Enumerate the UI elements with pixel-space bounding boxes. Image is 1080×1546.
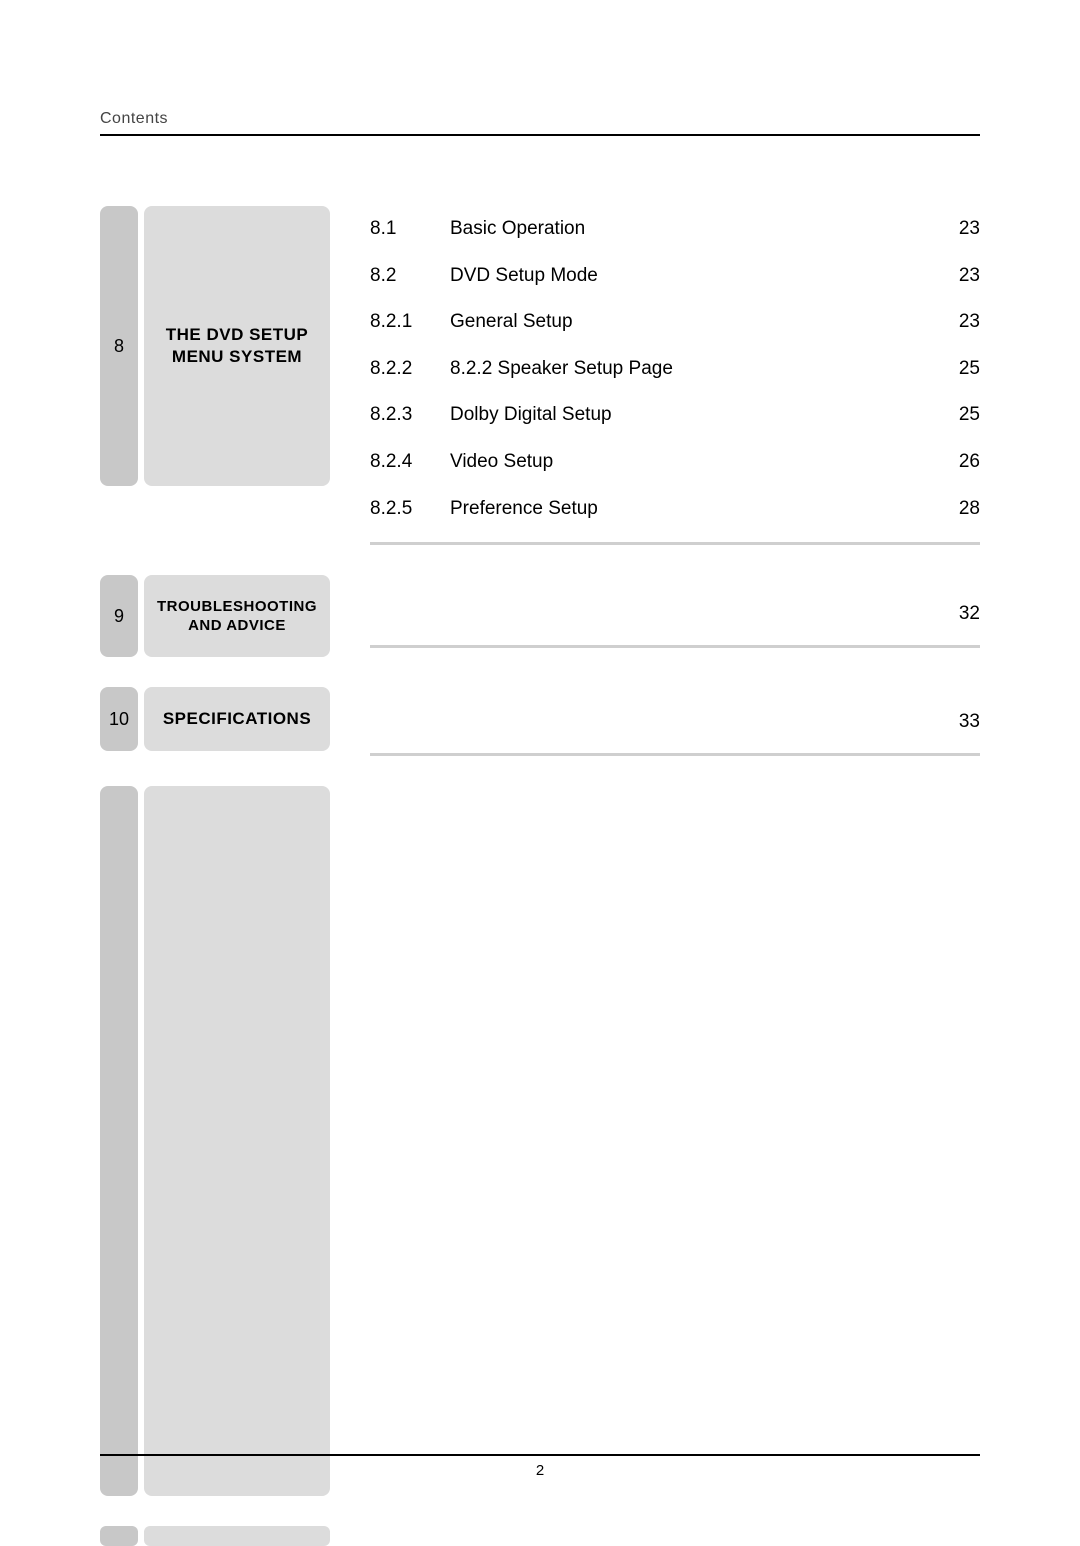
toc-entry: 32: [370, 593, 980, 635]
toc-entry-title: DVD Setup Mode: [450, 263, 930, 290]
section-8-badge: 8 THE DVD SETUP MENU SYSTEM: [100, 206, 330, 486]
toc-entry-title: Dolby Digital Setup: [450, 402, 930, 429]
footer-badge-title: [144, 1526, 330, 1546]
section-9-title: TROUBLESHOOTING AND ADVICE: [144, 575, 330, 657]
toc-entry-num: 8.2.1: [370, 309, 450, 336]
toc-entry-page: 23: [930, 263, 980, 290]
empty-section-title: [144, 786, 330, 1496]
toc-entry-page: 26: [930, 449, 980, 476]
page-footer: 2: [100, 1454, 980, 1479]
section-9-row: 9 TROUBLESHOOTING AND ADVICE 32: [100, 575, 980, 687]
toc-entry: 8.2 DVD Setup Mode 23: [370, 253, 980, 300]
section-10-entries: 33: [370, 687, 980, 756]
section-separator: [370, 645, 980, 648]
toc-entry-page: 28: [930, 496, 980, 523]
page-number: 2: [536, 1462, 544, 1479]
section-9-number: 9: [100, 575, 138, 657]
footer-badge-number: [100, 1526, 138, 1546]
section-8-row: 8 THE DVD SETUP MENU SYSTEM 8.1 Basic Op…: [100, 206, 980, 575]
toc-entry-page: 25: [930, 402, 980, 429]
section-9-badge: 9 TROUBLESHOOTING AND ADVICE: [100, 575, 330, 657]
toc-entry-num: 8.2.4: [370, 449, 450, 476]
empty-section-row: [100, 786, 980, 1546]
toc-entry-num: 8.1: [370, 216, 450, 243]
toc-entry: 8.2.4 Video Setup 26: [370, 439, 980, 486]
section-8-entries: 8.1 Basic Operation 23 8.2 DVD Setup Mod…: [370, 206, 980, 545]
footer-badge: [100, 1526, 330, 1546]
section-10-title: SPECIFICATIONS: [144, 687, 330, 751]
toc-entry-num: 8.2: [370, 263, 450, 290]
empty-section-badge: [100, 786, 330, 1496]
toc-entry: 8.2.1 General Setup 23: [370, 299, 980, 346]
section-separator: [370, 753, 980, 756]
header-contents-label: Contents: [100, 110, 980, 136]
toc-entry-num: 8.2.2: [370, 356, 450, 383]
toc-entry: 33: [370, 701, 980, 743]
toc-entry-title: Basic Operation: [450, 216, 930, 243]
toc-entry: 8.2.2 8.2.2 Speaker Setup Page 25: [370, 346, 980, 393]
section-10-badge: 10 SPECIFICATIONS: [100, 687, 330, 751]
toc-entry-page: 33: [930, 711, 980, 733]
toc-entry-title: Video Setup: [450, 449, 930, 476]
section-separator: [370, 542, 980, 545]
toc-entry-num: 8.2.5: [370, 496, 450, 523]
toc-entry: 8.2.5 Preference Setup 28: [370, 486, 980, 533]
section-8-title: THE DVD SETUP MENU SYSTEM: [144, 206, 330, 486]
section-10-number: 10: [100, 687, 138, 751]
section-8-number: 8: [100, 206, 138, 486]
section-9-entries: 32: [370, 575, 980, 657]
toc-entry-title: Preference Setup: [450, 496, 930, 523]
toc-entry: 8.1 Basic Operation 23: [370, 206, 980, 253]
toc-entry-page: 25: [930, 356, 980, 383]
empty-section-number: [100, 786, 138, 1496]
toc-entry: 8.2.3 Dolby Digital Setup 25: [370, 392, 980, 439]
toc-entry-num: 8.2.3: [370, 402, 450, 429]
toc-entry-title: 8.2.2 Speaker Setup Page: [450, 356, 930, 383]
toc-entry-page: 23: [930, 216, 980, 243]
toc-entry-title: General Setup: [450, 309, 930, 336]
section-10-row: 10 SPECIFICATIONS 33: [100, 687, 980, 786]
toc-entry-page: 23: [930, 309, 980, 336]
contents-page: Contents 8 THE DVD SETUP MENU SYSTEM 8.1…: [0, 0, 1080, 1529]
toc-entry-page: 32: [930, 603, 980, 625]
